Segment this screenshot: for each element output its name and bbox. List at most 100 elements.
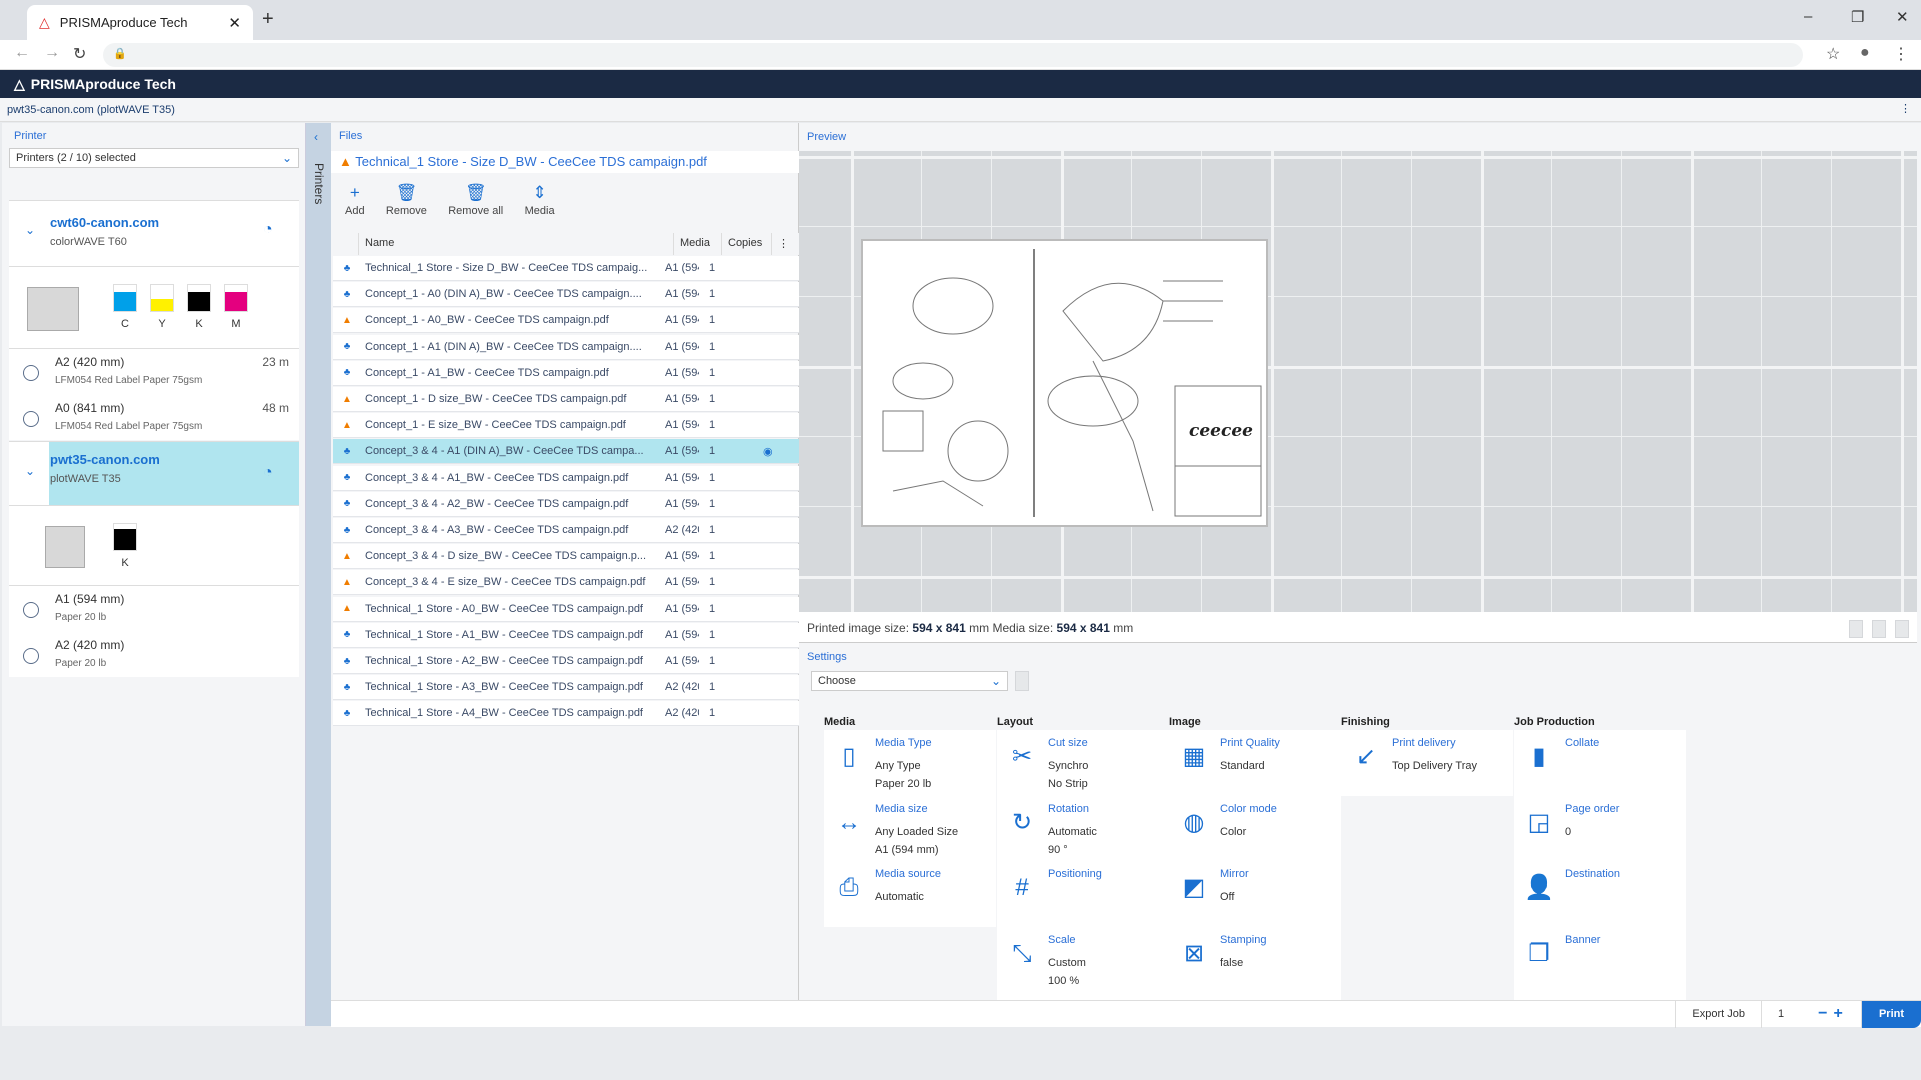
add-button[interactable]: + Add [345, 183, 365, 217]
forward-icon[interactable]: → [44, 44, 60, 61]
file-name: Concept_3 & 4 - A1_BW - CeeCee TDS campa… [365, 471, 629, 484]
printer-model: plotWAVE T35 [50, 473, 121, 485]
copies-input[interactable]: 1 [1778, 1008, 1785, 1020]
view-button[interactable] [1849, 620, 1863, 638]
setting-cut-size[interactable]: ✂ Cut size Synchro No Strip [997, 730, 1169, 795]
printer-name[interactable]: pwt35-canon.com [50, 452, 160, 467]
file-row[interactable]: ♣ Technical_1 Store - A1_BW - CeeCee TDS … [333, 622, 799, 648]
setting-color-mode[interactable]: ◍ Color mode Color [1169, 796, 1341, 861]
setting-media-size[interactable]: ↔ Media size Any Loaded Size A1 (594 mm) [824, 796, 996, 861]
reload-icon[interactable]: ↻ [73, 46, 87, 63]
ink-level: Y [150, 284, 174, 330]
minimize-button[interactable]: – [1804, 8, 1813, 25]
profile-icon[interactable]: ● [1860, 44, 1870, 61]
back-icon[interactable]: ← [14, 44, 30, 61]
chevron-down-icon[interactable]: ⌄ [25, 464, 36, 478]
media-roll-item[interactable]: A0 (841 mm) LFM054 Red Label Paper 75gsm 4… [9, 395, 299, 441]
file-row[interactable]: ▲ Concept_1 - E size_BW - CeeCee TDS camp… [333, 413, 799, 439]
printers-side-tab[interactable]: ‹ Printers [306, 123, 331, 1026]
file-name: Concept_1 - A1_BW - CeeCee TDS campaign.… [365, 366, 609, 379]
new-tab-button[interactable]: + [262, 8, 274, 30]
column-copies[interactable]: Copies [722, 233, 772, 255]
ceecee-logo: ceecee [1189, 421, 1253, 441]
file-copies: 1 [709, 681, 716, 694]
setting-positioning[interactable]: # Positioning [997, 861, 1169, 926]
setting-value: Synchro [1048, 760, 1089, 772]
file-row[interactable]: ♣ Concept_3 & 4 - A3_BW - CeeCee TDS camp… [333, 518, 799, 543]
file-row[interactable]: ♣ Concept_1 - A0 (DIN A)_BW - CeeCee TDS … [333, 282, 799, 308]
file-row[interactable]: ♣ Concept_3 & 4 - A1 (DIN A)_BW - CeeCee … [333, 439, 799, 465]
close-window-button[interactable]: ✕ [1896, 9, 1909, 26]
file-row[interactable]: ♣ Concept_1 - A1_BW - CeeCee TDS campaign… [333, 360, 799, 386]
chevron-down-icon[interactable]: ⌄ [25, 223, 36, 237]
media-roll-item[interactable]: A1 (594 mm) Paper 20 lb [9, 586, 299, 632]
file-row[interactable]: ▲ Concept_3 & 4 - E size_BW - CeeCee TDS … [333, 570, 799, 596]
remove-all-button[interactable]: 🗑 Remove all [448, 183, 503, 217]
address-input[interactable]: 🔒 [103, 43, 1803, 67]
eye-icon[interactable]: ◉ [763, 445, 773, 458]
more-options-icon[interactable]: ⋮ [1900, 103, 1911, 115]
setting-value: Top Delivery Tray [1392, 760, 1477, 772]
file-row[interactable]: ♣ Concept_3 & 4 - A1_BW - CeeCee TDS camp… [333, 465, 799, 491]
preset-action-button[interactable] [1015, 671, 1029, 691]
increment-button[interactable]: + [1833, 1005, 1843, 1022]
printer-selector[interactable]: Printers (2 / 10) selected ⌄ [9, 148, 299, 168]
ink-label: M [231, 318, 241, 330]
file-row[interactable]: ♣ Concept_3 & 4 - A2_BW - CeeCee TDS camp… [333, 491, 799, 517]
setting-print-delivery[interactable]: ↙ Print delivery Top Delivery Tray [1341, 730, 1513, 795]
file-row[interactable]: ▲ Concept_3 & 4 - D size_BW - CeeCee TDS … [333, 544, 799, 570]
printed-size-value: 594 x 841 [912, 621, 966, 635]
restore-button[interactable]: ❐ [1851, 9, 1865, 26]
media-button[interactable]: ⇕ Media [525, 183, 555, 217]
media-list: A1 (594 mm) Paper 20 lb A2 (420 mm) Paper 2… [9, 585, 299, 677]
column-menu-icon[interactable]: ⋮ [778, 238, 789, 250]
file-row[interactable]: ♣ Technical_1 Store - A3_BW - CeeCee TDS … [333, 675, 799, 701]
setting-stamping[interactable]: ⊠ Stamping false [1169, 927, 1341, 992]
files-tab[interactable]: Files [339, 130, 363, 142]
media-roll-item[interactable]: A2 (420 mm) LFM054 Red Label Paper 75gsm 2… [9, 349, 299, 395]
export-job-button[interactable]: Export Job [1675, 1000, 1761, 1028]
setting-rotation[interactable]: ↻ Rotation Automatic 90 ° [997, 796, 1169, 861]
file-row[interactable]: ♣ Technical_1 Store - A2_BW - CeeCee TDS … [333, 649, 799, 674]
media-roll-item[interactable]: A2 (420 mm) Paper 20 lb [9, 632, 299, 678]
setting-scale[interactable]: ⤡ Scale Custom 100 % [997, 927, 1169, 992]
setting-destination[interactable]: 👤 Destination [1514, 861, 1686, 926]
setting-banner[interactable]: ❐ Banner [1514, 927, 1686, 992]
browser-menu-icon[interactable]: ⋮ [1893, 46, 1909, 63]
file-row[interactable]: ▲ Concept_1 - D size_BW - CeeCee TDS camp… [333, 387, 799, 412]
close-tab-icon[interactable]: ✕ [228, 14, 241, 32]
destination-icon: 👤 [1524, 874, 1554, 901]
decrement-button[interactable]: − [1818, 1005, 1828, 1022]
print-job-icon: ♣ [343, 262, 351, 274]
setting-print-quality[interactable]: ▦ Print Quality Standard [1169, 730, 1341, 795]
setting-media-source[interactable]: ⎙ Media source Automatic [824, 861, 996, 926]
setting-media-type[interactable]: ▯ Media Type Any Type Paper 20 lb [824, 730, 996, 795]
scale-icon: ⤡ [1012, 939, 1032, 967]
printer-status-icon[interactable]: ◔ [263, 221, 273, 238]
printer-name[interactable]: cwt60-canon.com [50, 215, 160, 230]
file-row[interactable]: ♣ Concept_1 - A1 (DIN A)_BW - CeeCee TDS … [333, 334, 799, 360]
file-row[interactable]: ♣ Technical_1 Store - Size D_BW - CeeCee … [333, 256, 799, 281]
file-row[interactable]: ▲ Technical_1 Store - A0_BW - CeeCee TDS … [333, 596, 799, 622]
view-button[interactable] [1872, 620, 1886, 638]
file-copies: 1 [709, 655, 716, 667]
browser-tab[interactable]: △ PRISMAproduce Tech ✕ [27, 5, 253, 40]
bookmark-star-icon[interactable]: ☆ [1826, 46, 1841, 63]
remove-button[interactable]: 🗑 Remove [386, 183, 427, 217]
settings-preset-dropdown[interactable]: Choose ⌄ [811, 671, 1008, 691]
print-button[interactable]: Print [1861, 1000, 1921, 1028]
setting-mirror[interactable]: ◩ Mirror Off [1169, 861, 1341, 926]
printer-card-pwt35[interactable]: ⌄ pwt35-canon.com plotWAVE T35 ◔ [9, 441, 299, 506]
setting-collate[interactable]: ▮ Collate [1514, 730, 1686, 795]
printer-status-icon[interactable]: ◔ [263, 464, 273, 481]
collapse-chevron-icon[interactable]: ‹ [314, 130, 318, 144]
view-button[interactable] [1895, 620, 1909, 638]
printer-card-cwt60[interactable]: ⌄ cwt60-canon.com colorWAVE T60 ◔ [9, 200, 299, 266]
column-media[interactable]: Media [674, 233, 722, 255]
setting-page-order[interactable]: ◲ Page order 0 [1514, 796, 1686, 861]
file-row[interactable]: ▲ Concept_1 - A0_BW - CeeCee TDS campaign… [333, 308, 799, 334]
plus-icon: + [349, 183, 360, 202]
warning-icon: ▲ [342, 550, 352, 562]
column-name[interactable]: Name [359, 233, 674, 255]
file-row[interactable]: ♣ Technical_1 Store - A4_BW - CeeCee TDS … [333, 701, 799, 727]
